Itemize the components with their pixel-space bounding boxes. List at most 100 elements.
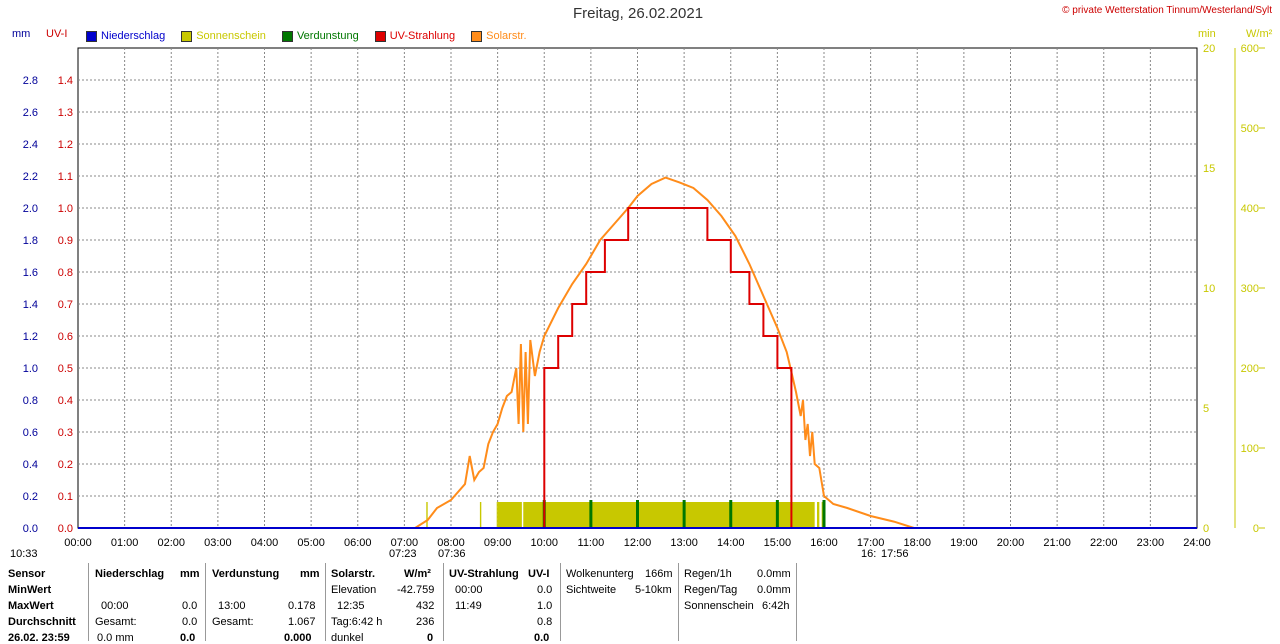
mm-tick-label: 2.4 [23, 139, 38, 151]
x-tick-label: 09:00 [484, 537, 512, 549]
sicht-label: Sichtweite [566, 584, 617, 596]
x-tick-label: 23:00 [1137, 537, 1165, 549]
row-date: 26.02. 23:59 [8, 632, 70, 644]
x-tick-label: 19:00 [950, 537, 978, 549]
sunshine-bar [496, 502, 498, 528]
uv-tick-label: 0.7 [58, 299, 73, 311]
mm-tick-label: 0.0 [23, 523, 38, 535]
divider [678, 563, 679, 641]
mm-tick-label: 2.8 [23, 75, 38, 87]
regen1h-val: 0.0mm [757, 568, 791, 580]
sonnenschein-val: 6:42h [762, 600, 790, 612]
uv-tick-label: 0.0 [58, 523, 73, 535]
sunrise-end-time: 07:36 [438, 548, 466, 560]
uv-tick-label: 0.4 [58, 395, 73, 407]
mm-tick-label: 0.6 [23, 427, 38, 439]
nied-last-a: 0.0 mm [97, 632, 134, 644]
mm-tick-label: 2.2 [23, 171, 38, 183]
uv-tick-label: 0.3 [58, 427, 73, 439]
x-tick-label: 12:00 [624, 537, 652, 549]
nied-max-time: 00:00 [101, 600, 129, 612]
sunrise-time: 07:23 [389, 548, 417, 560]
mm-tick-label: 0.2 [23, 491, 38, 503]
nied-gesamt-val: 0.0 [182, 616, 198, 628]
stats-header-wm2: W/m² [404, 568, 431, 580]
divider [325, 563, 326, 641]
mm-tick-label: 0.8 [23, 395, 38, 407]
sunset-time: 17:56 [881, 548, 909, 560]
x-tick-label: 16:00 [810, 537, 838, 549]
legend-label: Solarstr. [486, 30, 527, 42]
uv-tick-label: 0.8 [58, 267, 73, 279]
solar-elev-val: -42.759 [397, 584, 435, 596]
uv-last-val: 0.0 [534, 632, 550, 644]
wm2-tick-label: 500 [1241, 123, 1259, 135]
sunset-label: 16: [861, 548, 877, 560]
regentag-label: Regen/Tag [684, 584, 738, 596]
x-tick-label: 05:00 [297, 537, 325, 549]
uv-line [78, 207, 1197, 529]
stats-header-verdunstung: Verdunstung [212, 568, 280, 580]
x-tick-label: 13:00 [670, 537, 698, 549]
row-min: MinWert [8, 584, 52, 596]
x-tick-label: 07:00 [391, 537, 419, 549]
legend-swatch [374, 30, 386, 42]
legend-item-solar: Solarstr. [471, 30, 527, 42]
x-tick-label: 11:00 [578, 537, 605, 549]
mm-tick-label: 1.0 [23, 363, 38, 375]
wolken-label: Wolkenunterg [566, 568, 634, 580]
stats-header-niederschlag: Niederschlag [95, 568, 165, 580]
copyright: © private Wetterstation Tinnum/Westerlan… [1062, 5, 1272, 16]
x-tick-label: 21:00 [1043, 537, 1071, 549]
row-max: MaxWert [8, 600, 54, 612]
uv-unit-label: UV-I [46, 28, 68, 40]
legend-swatch [181, 30, 193, 42]
x-tick-label: 20:00 [997, 537, 1025, 549]
divider [443, 563, 444, 641]
sunshine-bar [426, 502, 428, 528]
mm-tick-label: 2.0 [23, 203, 38, 215]
x-tick-label: 15:00 [764, 537, 792, 549]
mm-unit-label: mm [12, 28, 31, 40]
solar-dunkel-label: dunkel [331, 632, 364, 644]
nied-gesamt-label: Gesamt: [95, 616, 137, 628]
wm2-tick-label: 400 [1241, 203, 1259, 215]
stats-header-uv: UV-Strahlung [449, 568, 519, 580]
min-tick-label: 20 [1203, 43, 1215, 55]
uv-avg-val: 0.8 [537, 616, 553, 628]
solar-tag-label: Tag:6:42 h [331, 616, 383, 628]
wm2-tick-label: 200 [1241, 363, 1259, 375]
solar-max-val: 432 [416, 600, 435, 612]
uv-tick-label: 0.6 [58, 331, 73, 343]
legend-label: Sonnenschein [196, 30, 266, 42]
legend-swatch [471, 30, 483, 42]
verd-gesamt-label: Gesamt: [212, 616, 254, 628]
chart-title: Freitag, 26.02.2021 [572, 5, 704, 22]
solar-max-time: 12:35 [337, 600, 365, 612]
min-tick-label: 15 [1203, 163, 1215, 175]
uv-min-val: 0.0 [537, 584, 553, 596]
legend: Niederschlag Sonnenschein Verdunstung UV… [86, 30, 543, 42]
min-tick-label: 0 [1203, 523, 1209, 535]
uv-tick-label: 1.0 [58, 203, 73, 215]
nied-max-val: 0.0 [182, 600, 198, 612]
x-tick-label: 08:00 [437, 537, 465, 549]
stats-header-mm: mm [180, 568, 200, 580]
mm-tick-label: 1.2 [23, 331, 38, 343]
legend-item-uv: UV-Strahlung [374, 30, 455, 42]
x-tick-label: 24:00 [1183, 537, 1211, 549]
wm2-tick-label: 100 [1241, 443, 1259, 455]
sunshine-bar [523, 502, 815, 528]
x-tick-label: 03:00 [204, 537, 232, 549]
min-tick-label: 10 [1203, 283, 1215, 295]
min-tick-label: 5 [1203, 403, 1209, 415]
x-tick-label: 04:00 [251, 537, 279, 549]
nied-last-b: 0.0 [180, 632, 196, 644]
uv-tick-label: 1.4 [58, 75, 73, 87]
regen1h-label: Regen/1h [684, 568, 732, 580]
uv-tick-label: 0.2 [58, 459, 73, 471]
sunshine-bar [497, 502, 522, 528]
solar-line [414, 176, 915, 529]
uv-tick-label: 0.5 [58, 363, 73, 375]
legend-item-niederschlag: Niederschlag [86, 30, 165, 42]
